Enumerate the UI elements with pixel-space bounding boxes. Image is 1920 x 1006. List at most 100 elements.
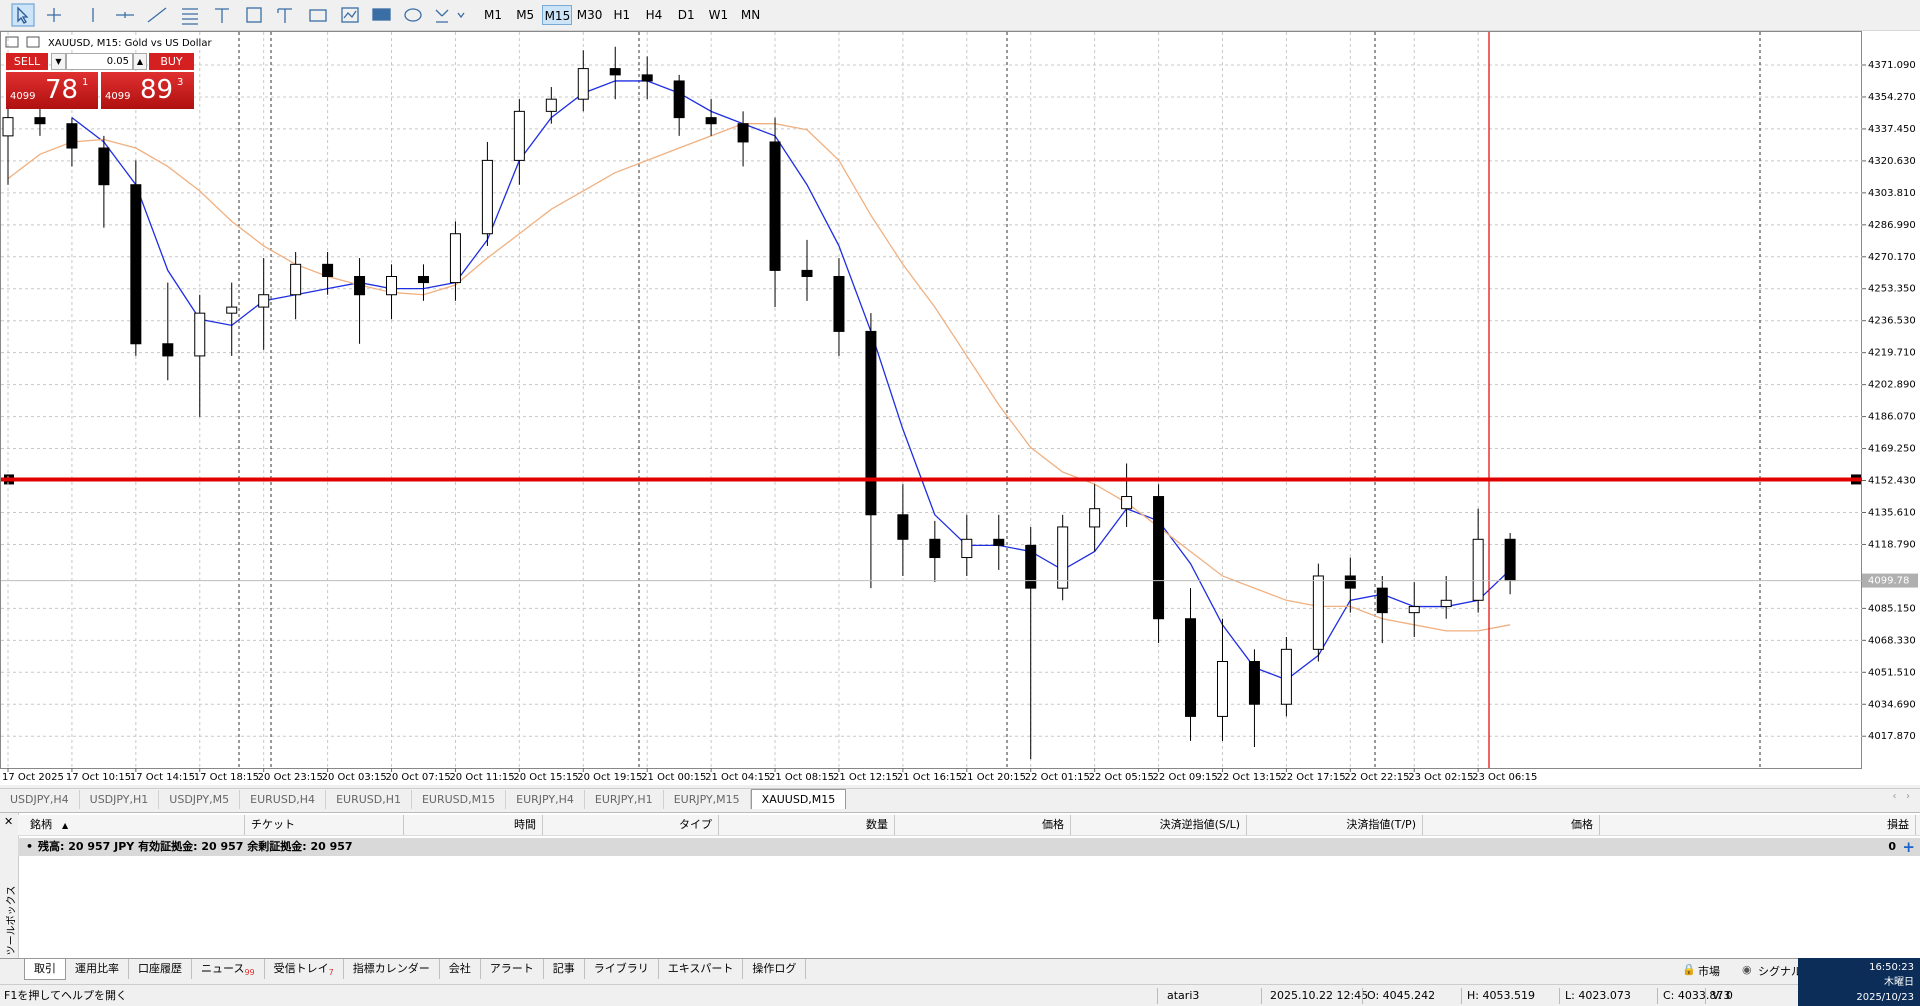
column-header-cell[interactable]: チケット: [245, 815, 404, 835]
candle-body: [258, 294, 270, 308]
symbol-tab[interactable]: XAUUSD,M15: [750, 789, 847, 809]
toolbox-tab[interactable]: 指標カレンダー: [344, 959, 440, 979]
candle-body: [1057, 526, 1069, 589]
separator: [1559, 988, 1560, 1004]
candle-body: [833, 275, 845, 332]
toolbox-tab[interactable]: エキスパート: [659, 959, 744, 979]
candle-body: [1025, 544, 1037, 589]
candle-body: [1216, 660, 1228, 717]
price-axis: 4371.090 4354.270 4337.450 4320.630 4303.810…: [2, 60, 1916, 783]
column-title: タイプ: [679, 818, 712, 831]
toolbox-tab[interactable]: 運用比率: [66, 959, 129, 979]
status-bar: F1を押してヘルプを開く atari3 2025.10.22 12:45 O: …: [0, 984, 1920, 1006]
volume-input[interactable]: 0.05: [66, 53, 133, 70]
timeframe-button[interactable]: M1: [484, 8, 502, 22]
candle-body: [1312, 575, 1324, 650]
timeframe-button[interactable]: M5: [516, 8, 535, 22]
timeframe-button[interactable]: H1: [613, 8, 631, 22]
price-marker: [1862, 573, 1918, 588]
timeframe-button[interactable]: M30: [576, 8, 603, 22]
y-tick-label: 4034.690: [1868, 699, 1916, 710]
toolbox-tab[interactable]: アラート: [481, 959, 544, 979]
tab-scroll[interactable]: ‹ ›: [1892, 791, 1910, 802]
tab-badge: 99: [244, 968, 255, 977]
candle-body: [929, 538, 941, 559]
candle-body: [66, 123, 78, 149]
signals-icon: ◉: [1742, 963, 1752, 976]
x-tick-label: 21 Oct 04:15: [705, 772, 770, 783]
candle-body: [1472, 538, 1484, 601]
price-marker-label: 4099.78: [1868, 576, 1909, 587]
toolbox-tab[interactable]: 受信トレイ7: [265, 959, 344, 979]
sell-button[interactable]: SELL: [6, 53, 48, 70]
column-header-cell[interactable]: 価格: [895, 815, 1071, 835]
x-tick-label: 22 Oct 22:15: [1344, 772, 1409, 783]
signals-link[interactable]: シグナル: [1758, 965, 1802, 978]
symbol-tab[interactable]: EURJPY,H4: [506, 790, 585, 809]
column-header-cell[interactable]: 損益: [1600, 815, 1916, 835]
candle-body: [737, 123, 749, 143]
column-header-cell[interactable]: 決済逆指値(S/L): [1071, 815, 1247, 835]
market-link[interactable]: 市場: [1698, 965, 1720, 978]
balance-row: • 残高: 20 957 JPY 有効証拠金: 20 957 余剰証拠金: 20…: [18, 838, 1920, 856]
candle-body: [1089, 508, 1101, 528]
volume-down[interactable]: ▼: [51, 53, 66, 70]
symbol-tab[interactable]: EURUSD,M15: [412, 790, 507, 809]
add-button[interactable]: +: [1902, 838, 1915, 856]
x-tick-label: 21 Oct 08:15: [769, 772, 834, 783]
x-tick-label: 20 Oct 11:15: [449, 772, 514, 783]
buy-price[interactable]: 4099 89 3: [101, 72, 194, 109]
toolbox-tab[interactable]: 取引: [24, 959, 66, 980]
column-header-cell[interactable]: 価格: [1423, 815, 1600, 835]
y-tick-label: 4286.990: [1868, 220, 1916, 231]
cursor-button[interactable]: [11, 3, 35, 27]
y-tick-label: 4051.510: [1868, 667, 1916, 678]
column-title: 価格: [1571, 818, 1593, 831]
column-header-cell[interactable]: 決済指値(T/P): [1247, 815, 1423, 835]
x-tick-label: 21 Oct 16:15: [897, 772, 962, 783]
column-header-cell[interactable]: タイプ: [543, 815, 719, 835]
y-tick-label: 4253.350: [1868, 284, 1916, 295]
symbol-tab[interactable]: USDJPY,H1: [80, 790, 160, 809]
separator: [1461, 988, 1462, 1004]
column-header-cell[interactable]: 時間: [404, 815, 543, 835]
sell-price[interactable]: 4099 78 1: [6, 72, 98, 109]
tab-label: 操作ログ: [752, 962, 797, 975]
separator: [1657, 988, 1658, 1004]
x-tick-label: 20 Oct 03:15: [322, 772, 387, 783]
toolbox-tab[interactable]: ライブラリ: [585, 959, 659, 979]
timeframe-button[interactable]: MN: [740, 8, 761, 22]
symbol-tab[interactable]: EURJPY,M15: [664, 790, 751, 809]
y-tick-label: 4068.330: [1868, 635, 1916, 646]
toolbox-tab[interactable]: ニュース99: [192, 959, 265, 979]
toolbox: ✕ ツールボックス 銘柄 ▲ チケット 時間 タイプ 数量 価格 決済逆指値(S/L) 決済指値…: [0, 812, 1920, 959]
toolbox-tab[interactable]: 記事: [544, 959, 585, 979]
volume-up[interactable]: ▲: [133, 53, 147, 70]
tab-label: 取引: [34, 962, 56, 975]
timeframe-button[interactable]: W1: [708, 8, 729, 22]
balance-text: 残高: 20 957 JPY 有効証拠金: 20 957 余剰証拠金: 20 9…: [38, 840, 353, 853]
price-pips: 89: [140, 75, 174, 105]
timeframe-button[interactable]: H4: [645, 8, 663, 22]
profile: atari3: [1167, 989, 1200, 1002]
symbol-tab[interactable]: EURJPY,H1: [585, 790, 664, 809]
toolbox-tab[interactable]: 口座履歴: [129, 959, 192, 979]
tab-label: ライブラリ: [593, 962, 649, 975]
symbol-tab[interactable]: USDJPY,H4: [0, 790, 80, 809]
column-header-cell[interactable]: 数量: [719, 815, 895, 835]
toolbox-tab[interactable]: 会社: [440, 959, 481, 979]
column-header-cell[interactable]: 銘柄 ▲: [24, 815, 245, 835]
close-button[interactable]: ✕: [4, 815, 14, 828]
timeframe-button[interactable]: M15: [542, 5, 573, 25]
candle-body: [673, 80, 685, 119]
toolbox-tab[interactable]: 操作ログ: [743, 959, 807, 979]
clock-date: 2025/10/23: [1856, 992, 1914, 1003]
symbol-tab[interactable]: USDJPY,M5: [159, 790, 241, 809]
column-title: 決済指値(T/P): [1346, 818, 1416, 831]
bar-low: L: 4023.073: [1565, 989, 1631, 1002]
timeframe-button[interactable]: D1: [677, 8, 695, 22]
symbol-tab[interactable]: EURUSD,H1: [326, 790, 412, 809]
buy-button[interactable]: BUY: [149, 53, 194, 70]
symbol-tab[interactable]: EURUSD,H4: [240, 790, 327, 809]
y-tick-label: 4186.070: [1868, 412, 1916, 423]
